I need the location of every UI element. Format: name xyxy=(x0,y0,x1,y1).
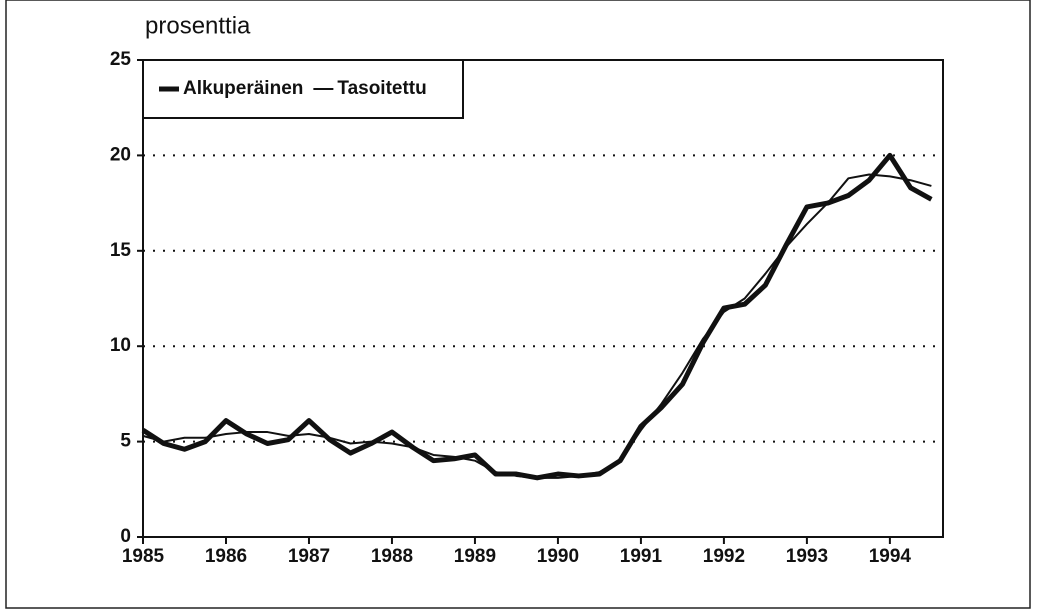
y-tick-label: 25 xyxy=(110,49,132,70)
x-tick-label: 1987 xyxy=(288,546,330,567)
legend-label: Tasoitettu xyxy=(337,78,426,99)
legend-box xyxy=(142,59,464,119)
plot-border xyxy=(142,59,944,538)
series-line xyxy=(141,152,933,481)
x-tick-label: 1990 xyxy=(537,546,579,567)
x-tick-label: 1993 xyxy=(786,546,828,567)
y-axis-label: prosenttia xyxy=(145,12,251,39)
x-tick-label: 1994 xyxy=(869,546,912,567)
y-tick-label: 0 xyxy=(120,526,131,547)
series-line xyxy=(142,173,932,479)
frame xyxy=(5,0,1031,609)
y-tick-label: 5 xyxy=(120,431,131,452)
y-tick-label: 10 xyxy=(110,335,131,356)
y-tick-label: 15 xyxy=(110,240,132,261)
legend-label: Alkuperäinen xyxy=(183,78,303,99)
x-tick-label: 1985 xyxy=(122,546,165,567)
x-tick-label: 1989 xyxy=(454,546,496,567)
x-tick-label: 1988 xyxy=(371,546,413,567)
x-tick-label: 1986 xyxy=(205,546,247,567)
y-tick-label: 20 xyxy=(110,144,131,165)
x-tick-label: 1991 xyxy=(620,546,663,567)
x-tick-label: 1992 xyxy=(703,546,745,567)
